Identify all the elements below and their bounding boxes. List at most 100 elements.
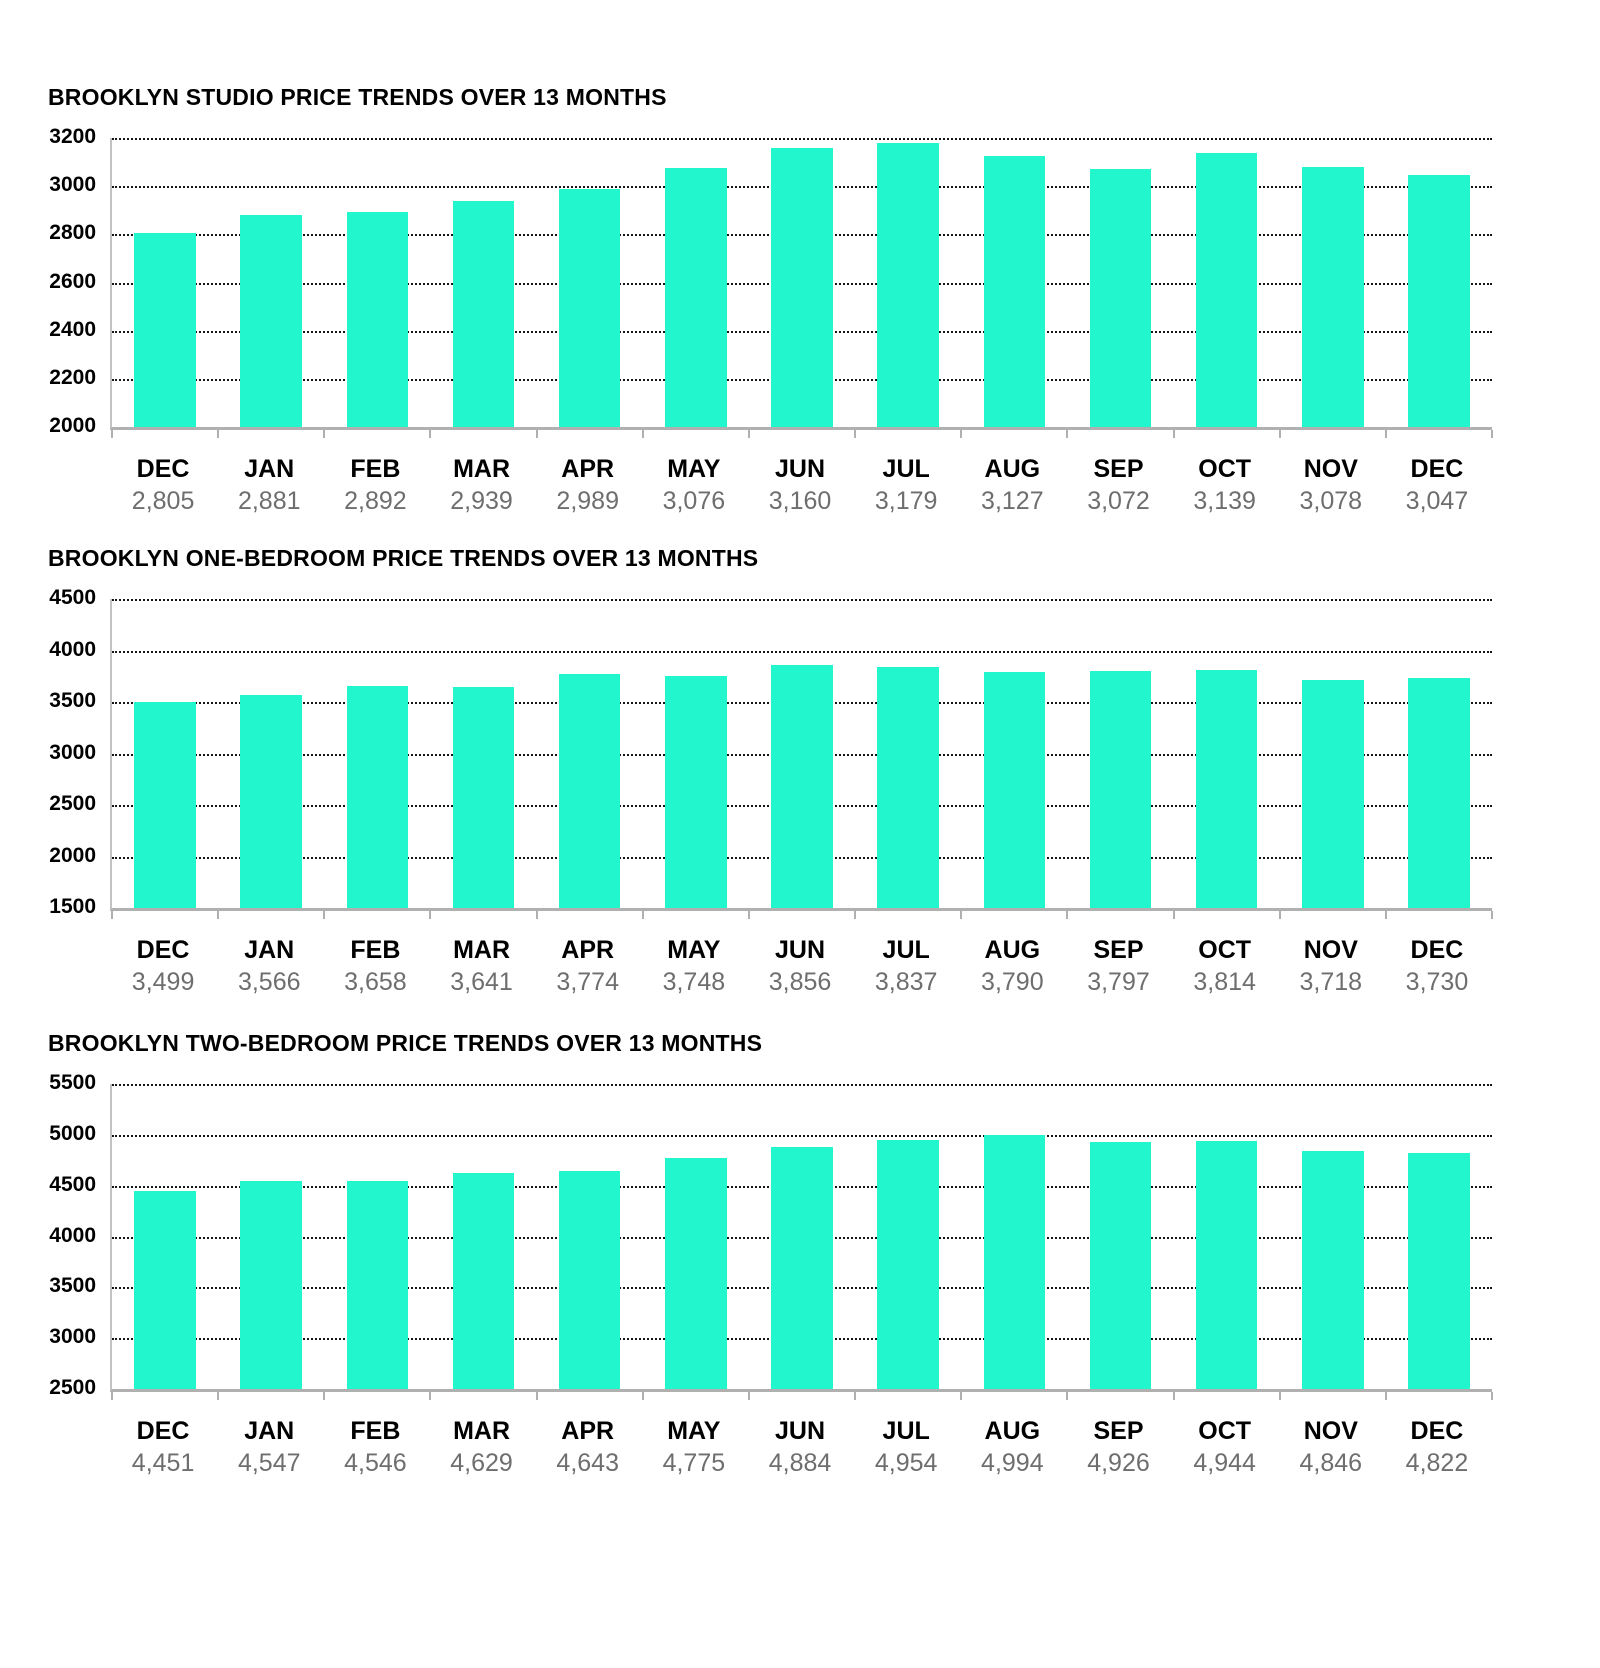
x-axis-tick <box>641 911 644 919</box>
bar <box>346 1181 409 1389</box>
month-label: OCT <box>1198 936 1252 964</box>
x-axis-tick <box>429 911 432 919</box>
bar <box>983 1135 1046 1389</box>
value-label: 2,892 <box>344 487 407 516</box>
x-axis-tick <box>747 911 750 919</box>
x-axis-tick <box>217 430 220 438</box>
bar <box>1195 152 1258 427</box>
x-axis-tick <box>535 1392 538 1400</box>
studio-chart-plot-area: 3200 3000 2800 2600 2400 2200 2000 <box>49 125 1493 438</box>
x-axis-tick <box>429 1392 432 1400</box>
y-axis-tick-label: 1500 <box>49 894 96 918</box>
value-label: 4,954 <box>874 1449 938 1478</box>
bar <box>877 667 939 908</box>
x-axis-tick <box>217 911 220 919</box>
month-label: APR <box>561 936 615 964</box>
month-label: SEP <box>1093 936 1144 964</box>
month-label: JUN <box>775 1417 826 1445</box>
x-label-slot: JAN 2,881 <box>216 454 322 518</box>
gridline-5000 <box>112 1134 1492 1137</box>
x-label-slot: DEC 4,822 <box>1384 1416 1490 1480</box>
bar <box>1408 1152 1470 1389</box>
value-label: 3,072 <box>1087 487 1150 516</box>
x-label-slot: APR 3,774 <box>535 935 641 999</box>
bar-slot-mar-3 <box>430 599 536 908</box>
studio-chart-title: BROOKLYN STUDIO PRICE TRENDS OVER 13 MON… <box>48 84 667 110</box>
one-bedroom-chart-title: BROOKLYN ONE-BEDROOM PRICE TRENDS OVER 1… <box>48 545 759 571</box>
value-label: 3,076 <box>662 487 726 516</box>
bar <box>877 1139 939 1389</box>
month-label: MAY <box>667 936 721 964</box>
y-axis-tick-label: 3500 <box>49 688 96 712</box>
x-axis-tick <box>535 430 538 438</box>
bar <box>877 143 939 427</box>
bar <box>1302 1150 1364 1389</box>
value-label: 3,641 <box>450 968 513 997</box>
x-axis-tick <box>1491 430 1493 438</box>
bar <box>1408 678 1470 908</box>
x-label-slot: SEP 4,926 <box>1065 1416 1171 1480</box>
value-label: 3,730 <box>1405 968 1469 997</box>
month-label: JUL <box>882 455 930 483</box>
month-label: MAY <box>667 1417 721 1445</box>
x-label-slot: MAR 4,629 <box>428 1416 534 1480</box>
bar <box>134 702 196 908</box>
x-label-slot: JUN 3,160 <box>747 454 853 518</box>
bar <box>1408 174 1470 427</box>
month-label: AUG <box>984 455 1041 483</box>
x-axis-tick <box>960 430 963 438</box>
y-axis-tick-label: 3000 <box>49 740 96 764</box>
gridline-3200 <box>112 138 1492 140</box>
x-axis-tick <box>960 911 963 919</box>
bar <box>240 1180 303 1389</box>
x-label-slot: DEC 3,499 <box>110 935 216 999</box>
month-label: OCT <box>1198 1417 1252 1445</box>
month-label: JUN <box>775 455 826 483</box>
month-label: FEB <box>350 936 401 964</box>
bar <box>1089 168 1152 427</box>
value-label: 3,658 <box>344 968 407 997</box>
bar-slot-dec-0 <box>112 1084 218 1389</box>
x-axis-tick <box>1278 430 1281 438</box>
gridline-4500 <box>112 599 1492 601</box>
bar <box>771 665 833 908</box>
month-label: NOV <box>1303 455 1358 483</box>
x-axis-tick <box>1384 911 1387 919</box>
x-label-slot: MAR 2,939 <box>428 454 534 518</box>
value-label: 4,926 <box>1087 1449 1150 1478</box>
x-label-slot: JUL 3,837 <box>853 935 959 999</box>
bar-slot-jul-7 <box>855 599 961 908</box>
x-label-slot: JUL 4,954 <box>853 1416 959 1480</box>
x-label-slot: OCT 4,944 <box>1172 1416 1278 1480</box>
x-label-slot: FEB 3,658 <box>322 935 428 999</box>
x-axis-tick <box>854 911 857 919</box>
value-label: 4,884 <box>768 1449 832 1478</box>
month-label: DEC <box>1410 1417 1464 1445</box>
y-axis-tick-label: 4500 <box>49 1172 96 1196</box>
bar <box>665 1157 727 1389</box>
month-label: JUL <box>882 936 930 964</box>
bar-slot-apr-4 <box>537 1084 643 1389</box>
bar-slot-sep-9 <box>1067 1084 1173 1389</box>
x-label-slot: SEP 3,072 <box>1065 454 1171 518</box>
y-axis-tick-label: 2600 <box>49 269 96 293</box>
bar <box>1195 669 1258 908</box>
x-label-slot: SEP 3,797 <box>1065 935 1171 999</box>
y-axis-tick-label: 2200 <box>49 365 96 389</box>
bar-slot-oct-10 <box>1174 599 1280 908</box>
x-label-slot: AUG 4,994 <box>959 1416 1065 1480</box>
value-label: 3,814 <box>1193 968 1256 997</box>
x-axis-tick <box>1172 911 1175 919</box>
y-axis-tick-label: 5000 <box>49 1121 96 1145</box>
x-label-slot: FEB 2,892 <box>322 454 428 518</box>
x-axis-tick <box>1066 430 1069 438</box>
x-axis-tick <box>111 430 113 438</box>
value-label: 3,790 <box>981 968 1044 997</box>
bar <box>1089 671 1152 908</box>
bar-slot-jun-6 <box>749 599 855 908</box>
bars-container <box>112 599 1492 908</box>
value-label: 3,566 <box>237 968 301 997</box>
x-axis-tick <box>854 1392 857 1400</box>
month-label: DEC <box>136 1417 190 1445</box>
